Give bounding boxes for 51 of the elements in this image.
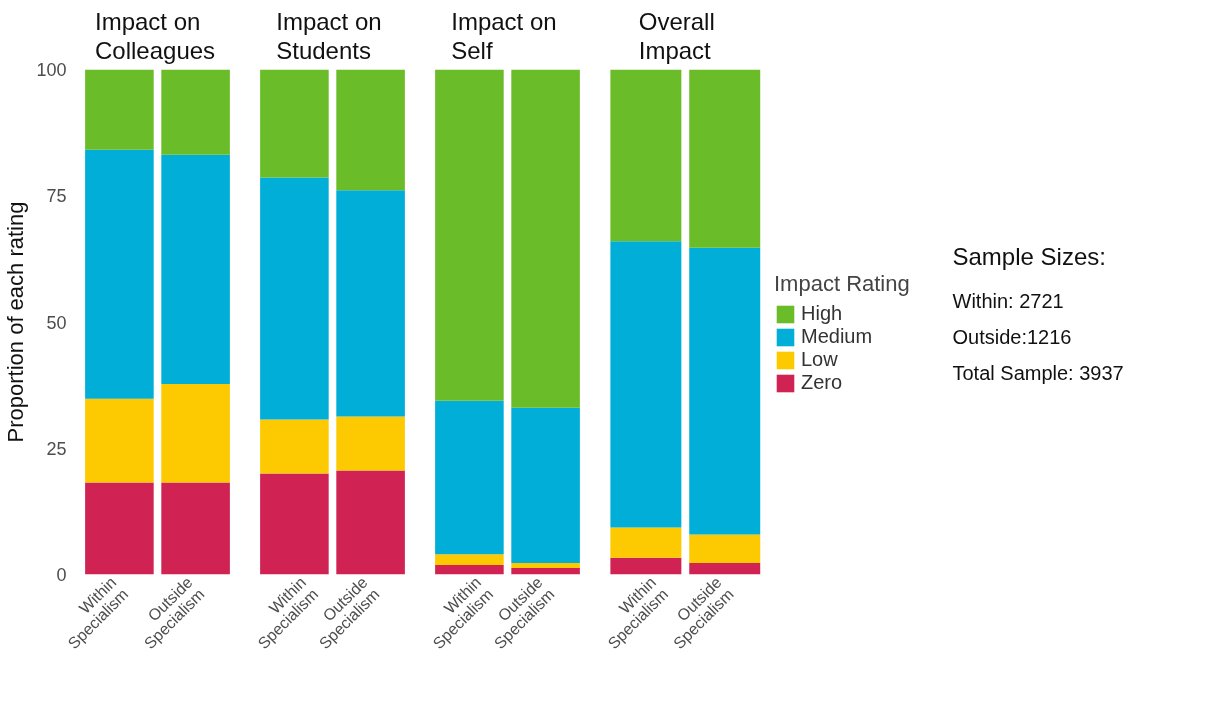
- chart-title: Impact on Students: [276, 7, 382, 65]
- bar: [161, 154, 230, 385]
- bar: [610, 241, 682, 528]
- bar: [689, 562, 761, 575]
- bar: [336, 190, 405, 417]
- bar: [161, 384, 230, 483]
- bar: [336, 416, 405, 471]
- bar: [689, 247, 761, 535]
- bar: [85, 398, 154, 483]
- bar: [610, 69, 682, 242]
- bar: [85, 482, 154, 575]
- y-tick-label: 50: [46, 312, 67, 333]
- legend-label: Medium: [801, 325, 873, 348]
- bar: [435, 400, 504, 555]
- y-axis-title: Proportion of each rating: [3, 201, 29, 443]
- chart-title: Overall Impact: [638, 7, 715, 65]
- bar: [336, 69, 405, 191]
- bar: [85, 69, 154, 150]
- y-tick-label: 25: [46, 438, 67, 459]
- chart-title: Impact on Colleagues: [95, 7, 216, 65]
- text: Within: 2721: [952, 289, 1064, 312]
- bar: [511, 567, 580, 575]
- bar: [260, 473, 329, 575]
- text: Total Sample: 3937: [952, 361, 1124, 384]
- bar: [511, 407, 580, 563]
- bar: [435, 69, 504, 401]
- bar: [336, 470, 405, 575]
- bar: [689, 69, 761, 248]
- bar: [435, 564, 504, 575]
- bar: [435, 554, 504, 565]
- text: Sample Sizes:: [952, 242, 1106, 270]
- bar: [85, 149, 154, 399]
- legend-label: Low: [801, 348, 838, 371]
- bar: [161, 482, 230, 575]
- bar: [610, 557, 682, 575]
- bar: [260, 69, 329, 178]
- y-tick-label: 0: [56, 565, 67, 585]
- y-tick-label: 75: [46, 186, 67, 207]
- bar: [689, 534, 761, 563]
- bar: [610, 527, 682, 558]
- bar: [511, 69, 580, 408]
- text: Outside:1216: [952, 325, 1072, 348]
- bar: [511, 562, 580, 568]
- bar: [161, 69, 230, 155]
- legend-title: Impact Rating: [774, 271, 910, 297]
- bar: [260, 419, 329, 474]
- bar: [260, 177, 329, 420]
- legend-label: Zero: [801, 371, 843, 394]
- legend-label: High: [801, 302, 843, 325]
- chart-title: Impact on Self: [451, 7, 557, 65]
- y-tick-label: 100: [36, 60, 67, 80]
